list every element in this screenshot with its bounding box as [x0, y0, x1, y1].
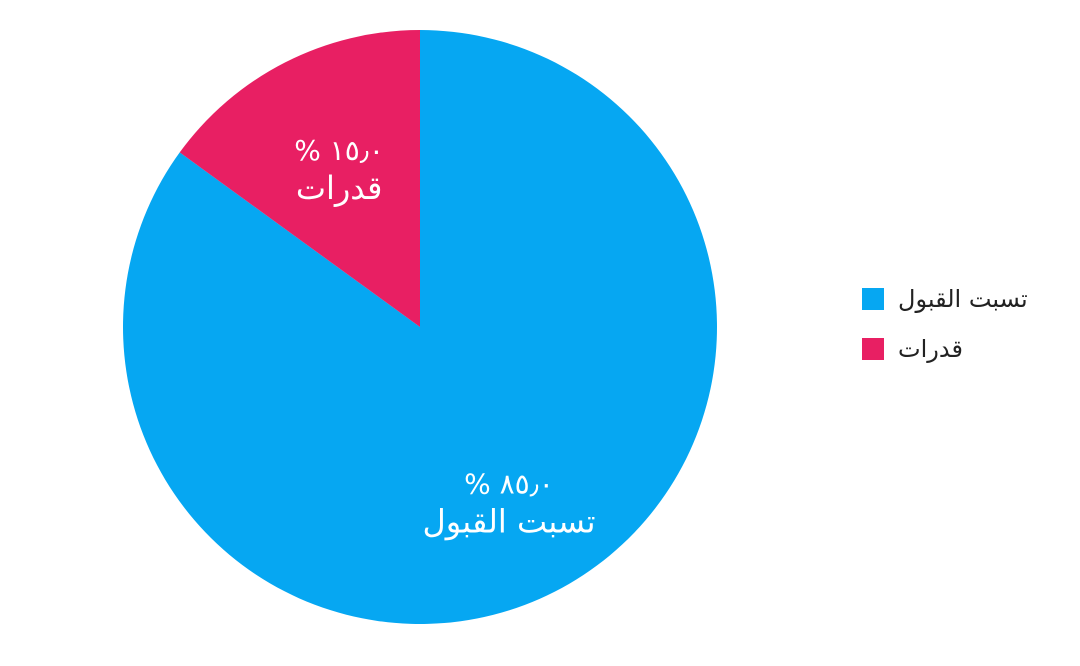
pie-slice-series-1[interactable]	[122, 30, 718, 624]
legend-item-series-1[interactable]: تسبت القبول	[862, 284, 1062, 314]
pie-labels: ٨٥٫٠ %تسبت القبول ١٥٫٠ %قدرات	[294, 134, 595, 540]
pie-slices	[122, 30, 718, 624]
pie-slice-series-2[interactable]	[179, 30, 420, 327]
legend-label-series-1: تسبت القبول	[898, 285, 1028, 313]
legend-swatch-series-1	[862, 288, 884, 310]
slice-value-label-series-1: ٨٥٫٠ %	[464, 468, 554, 501]
slice-name-label-series-2: قدرات	[296, 169, 383, 207]
legend-label-series-2: قدرات	[898, 335, 963, 363]
legend-swatch-series-2	[862, 338, 884, 360]
chart-legend: تسبت القبول قدرات	[862, 284, 1062, 384]
slice-value-label-series-2: ١٥٫٠ %	[294, 134, 384, 167]
legend-item-series-2[interactable]: قدرات	[862, 334, 1062, 364]
slice-name-label-series-1: تسبت القبول	[423, 503, 596, 541]
